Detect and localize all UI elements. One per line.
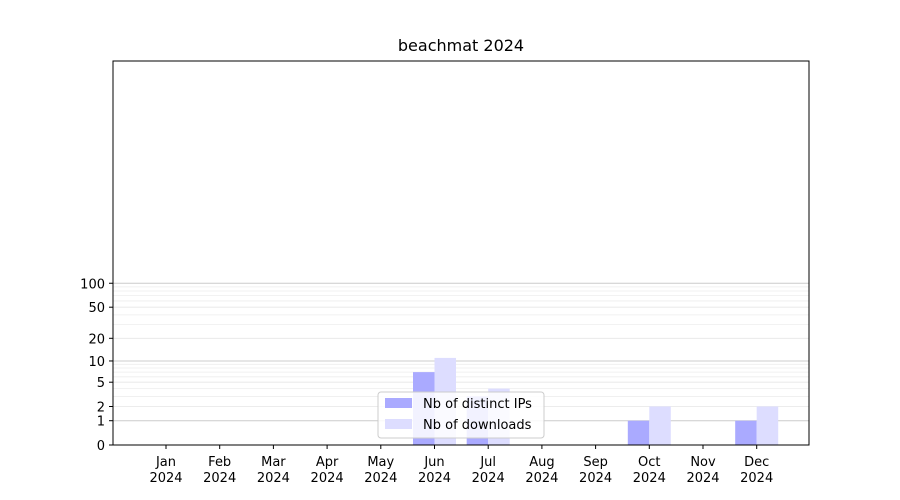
x-tick-label-month: May — [367, 455, 394, 470]
y-tick-label: 5 — [97, 376, 105, 391]
x-tick-label-year: 2024 — [472, 471, 505, 486]
bar-downloads — [756, 406, 779, 445]
x-tick-label-year: 2024 — [257, 471, 290, 486]
legend-label: Nb of downloads — [423, 418, 532, 433]
x-tick-label-month: Jun — [423, 455, 444, 470]
y-tick-label: 10 — [88, 355, 105, 370]
x-axis: Jan2024Feb2024Mar2024Apr2024May2024Jun20… — [149, 445, 773, 486]
x-tick-label-year: 2024 — [364, 471, 397, 486]
x-tick-label-month: Mar — [261, 455, 286, 470]
x-tick-label-month: Aug — [529, 455, 554, 470]
y-tick-label: 50 — [88, 301, 105, 316]
legend-swatch — [385, 419, 412, 429]
x-tick-label-month: Dec — [744, 455, 769, 470]
x-tick-label-month: Nov — [690, 455, 716, 470]
x-tick-label-year: 2024 — [311, 471, 344, 486]
bar-distinct-ips — [627, 420, 650, 445]
x-tick-label-year: 2024 — [418, 471, 451, 486]
x-tick-label-year: 2024 — [579, 471, 612, 486]
legend-label: Nb of distinct IPs — [423, 397, 532, 412]
x-tick-label-year: 2024 — [525, 471, 558, 486]
x-tick-label-month: Jul — [479, 455, 496, 470]
legend: Nb of distinct IPs Nb of downloads — [377, 391, 545, 439]
x-tick-label-year: 2024 — [633, 471, 666, 486]
x-tick-label-year: 2024 — [740, 471, 773, 486]
y-axis: 0 12 5 10 20 50 100 — [80, 277, 113, 454]
x-tick-label-year: 2024 — [149, 471, 182, 486]
x-tick-label-year: 2024 — [203, 471, 236, 486]
x-tick-label-month: Sep — [583, 455, 608, 470]
chart-title: beachmat 2024 — [398, 36, 524, 55]
bar-downloads — [649, 406, 671, 445]
grid — [113, 282, 809, 422]
plot-frame — [112, 60, 810, 446]
x-tick-label-month: Jan — [155, 455, 176, 470]
y-tick-label: 2 — [97, 400, 105, 415]
legend-box — [377, 391, 545, 439]
y-tick-label: 100 — [80, 277, 105, 292]
x-tick-label-year: 2024 — [686, 471, 719, 486]
x-tick-label-month: Apr — [316, 455, 339, 470]
bar-distinct-ips — [735, 420, 757, 445]
y-tick-label: 0 — [97, 439, 105, 454]
legend-swatch — [385, 398, 412, 408]
y-tick-label: 20 — [88, 332, 105, 347]
x-tick-label-month: Feb — [208, 455, 231, 470]
x-tick-label-month: Oct — [638, 455, 660, 470]
y-tick-label: 1 — [97, 415, 105, 430]
